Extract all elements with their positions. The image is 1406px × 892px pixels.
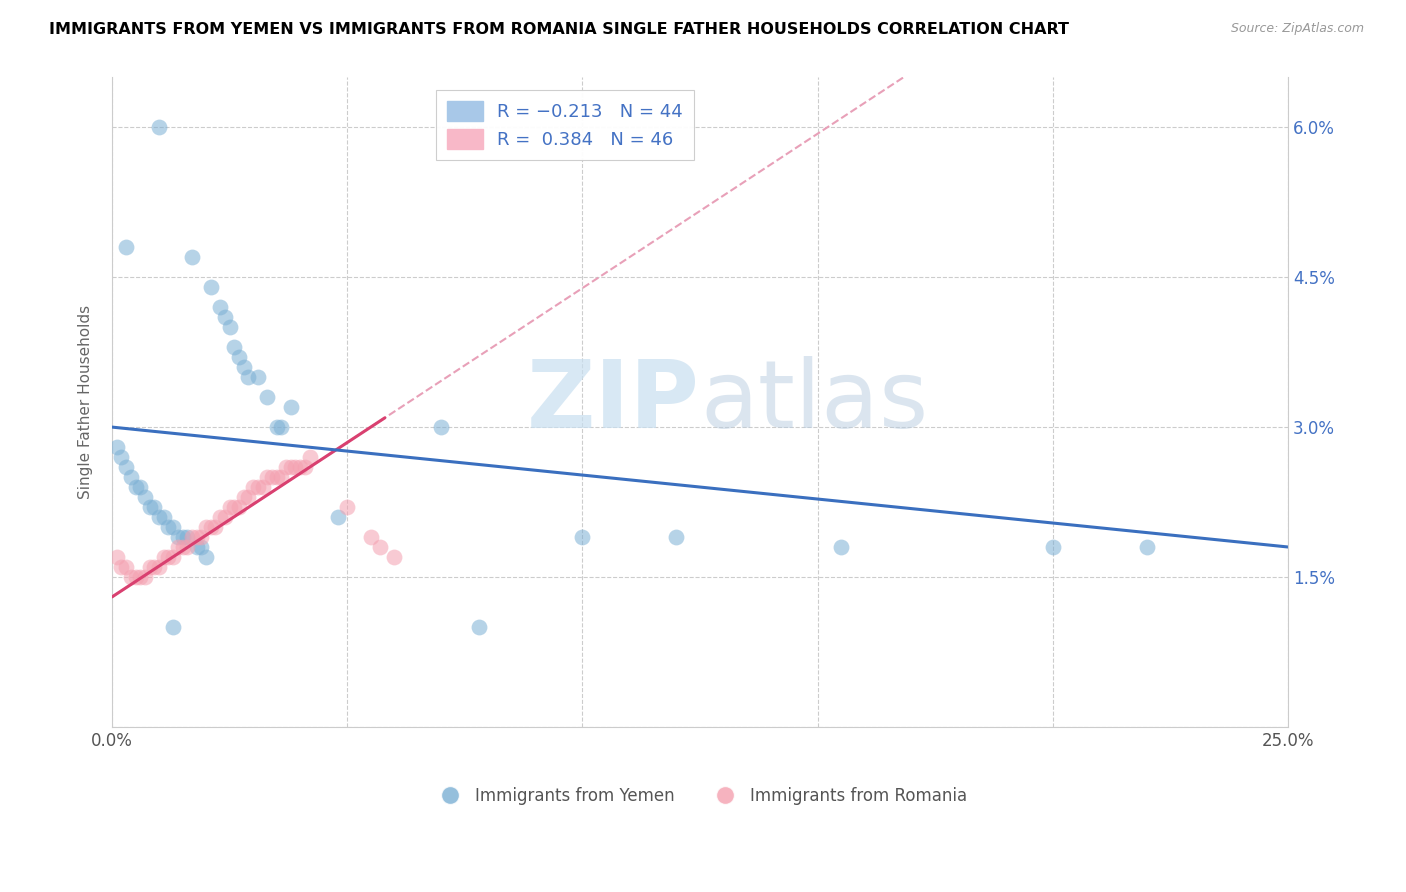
Point — [186, 540, 208, 554]
Point — [218, 320, 240, 334]
Point — [571, 530, 593, 544]
Point — [288, 460, 311, 475]
Point — [148, 120, 170, 135]
Point — [224, 340, 246, 354]
Point — [238, 370, 260, 384]
Point — [360, 530, 382, 544]
Text: ZIP: ZIP — [527, 356, 700, 448]
Point — [157, 520, 180, 534]
Point — [105, 440, 128, 454]
Point — [172, 530, 194, 544]
Point — [190, 530, 212, 544]
Point — [200, 520, 222, 534]
Point — [368, 540, 391, 554]
Point — [120, 570, 142, 584]
Point — [138, 500, 160, 514]
Point — [115, 560, 138, 574]
Point — [162, 549, 184, 564]
Point — [665, 530, 688, 544]
Point — [238, 490, 260, 504]
Point — [242, 480, 264, 494]
Point — [430, 420, 453, 434]
Point — [266, 470, 288, 484]
Point — [186, 530, 208, 544]
Point — [152, 510, 174, 524]
Point — [115, 240, 138, 254]
Point — [270, 420, 292, 434]
Point — [468, 620, 491, 634]
Point — [181, 250, 204, 264]
Point — [209, 300, 232, 314]
Point — [382, 549, 405, 564]
Point — [176, 540, 198, 554]
Text: atlas: atlas — [700, 356, 928, 448]
Text: IMMIGRANTS FROM YEMEN VS IMMIGRANTS FROM ROMANIA SINGLE FATHER HOUSEHOLDS CORREL: IMMIGRANTS FROM YEMEN VS IMMIGRANTS FROM… — [49, 22, 1069, 37]
Point — [256, 390, 278, 404]
Point — [274, 460, 297, 475]
Point — [138, 560, 160, 574]
Point — [246, 370, 269, 384]
Point — [200, 280, 222, 294]
Point — [143, 500, 166, 514]
Point — [280, 460, 302, 475]
Point — [134, 570, 156, 584]
Point — [124, 570, 146, 584]
Point — [298, 450, 321, 464]
Point — [214, 310, 236, 325]
Point — [294, 460, 316, 475]
Point — [167, 530, 190, 544]
Point — [157, 549, 180, 564]
Point — [228, 350, 250, 364]
Point — [162, 620, 184, 634]
Point — [195, 549, 218, 564]
Point — [1136, 540, 1159, 554]
Point — [252, 480, 274, 494]
Point — [260, 470, 283, 484]
Point — [228, 500, 250, 514]
Y-axis label: Single Father Households: Single Father Households — [79, 305, 93, 500]
Point — [336, 500, 359, 514]
Point — [152, 549, 174, 564]
Point — [830, 540, 852, 554]
Point — [176, 530, 198, 544]
Point — [172, 540, 194, 554]
Point — [115, 460, 138, 475]
Point — [190, 540, 212, 554]
Point — [162, 520, 184, 534]
Point — [246, 480, 269, 494]
Text: Source: ZipAtlas.com: Source: ZipAtlas.com — [1230, 22, 1364, 36]
Point — [266, 420, 288, 434]
Legend: Immigrants from Yemen, Immigrants from Romania: Immigrants from Yemen, Immigrants from R… — [426, 780, 973, 812]
Point — [129, 570, 152, 584]
Point — [232, 360, 254, 375]
Point — [214, 510, 236, 524]
Point — [232, 490, 254, 504]
Point — [280, 400, 302, 414]
Point — [143, 560, 166, 574]
Point — [204, 520, 226, 534]
Point — [209, 510, 232, 524]
Point — [105, 549, 128, 564]
Point — [284, 460, 307, 475]
Point — [326, 510, 349, 524]
Point — [224, 500, 246, 514]
Point — [129, 480, 152, 494]
Point — [110, 560, 132, 574]
Point — [218, 500, 240, 514]
Point — [120, 470, 142, 484]
Point — [148, 560, 170, 574]
Point — [270, 470, 292, 484]
Point — [195, 520, 218, 534]
Point — [110, 450, 132, 464]
Point — [148, 510, 170, 524]
Point — [256, 470, 278, 484]
Point — [181, 530, 204, 544]
Point — [134, 490, 156, 504]
Point — [124, 480, 146, 494]
Point — [167, 540, 190, 554]
Point — [1042, 540, 1064, 554]
